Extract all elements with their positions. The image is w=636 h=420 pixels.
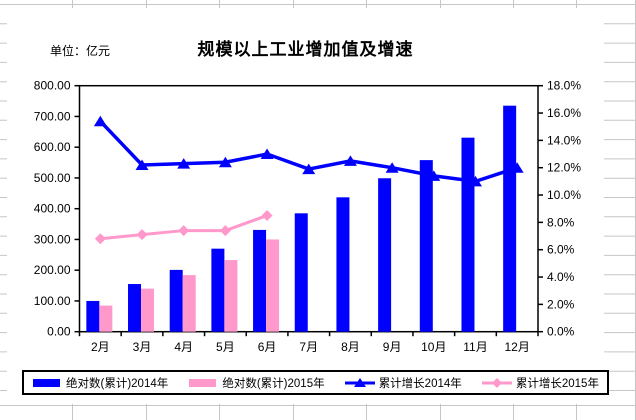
right-axis-label: 10.0%	[547, 188, 581, 202]
right-axis-label: 18.0%	[547, 79, 581, 93]
bar-绝对数(累计)2014年[interactable]	[211, 248, 225, 332]
legend-key-rect-icon	[33, 378, 60, 387]
x-axis-label: 10月	[421, 340, 446, 354]
right-axis-label: 0.0%	[547, 325, 575, 339]
x-axis-label: 8月	[341, 340, 360, 354]
x-axis-label: 6月	[258, 340, 277, 354]
left-axis-label: 100.00	[34, 294, 71, 308]
bar-绝对数(累计)2014年[interactable]	[253, 229, 267, 332]
x-axis-label: 3月	[133, 340, 152, 354]
bar-绝对数(累计)2014年[interactable]	[128, 284, 142, 332]
right-axis-label: 14.0%	[547, 133, 581, 147]
diamond-marker[interactable]	[261, 210, 273, 222]
x-axis-label: 9月	[383, 340, 402, 354]
legend-label: 绝对数(累计)2015年	[222, 377, 325, 390]
triangle-marker[interactable]	[427, 170, 441, 181]
right-axis-label: 16.0%	[547, 106, 581, 120]
left-axis-label: 800.00	[34, 79, 71, 93]
legend-item-累计增长2014年[interactable]: 累计增长2014年	[344, 375, 462, 391]
legend-item-累计增长2015年[interactable]: 累计增长2015年	[481, 375, 599, 391]
legend-key-diamond-icon	[481, 377, 512, 388]
x-axis-label: 4月	[174, 340, 193, 354]
triangle-marker[interactable]	[135, 159, 149, 170]
triangle-marker[interactable]	[93, 115, 107, 127]
unit-label: 单位：亿元	[50, 44, 111, 58]
bar-绝对数(累计)2014年[interactable]	[336, 197, 350, 332]
legend-label: 绝对数(累计)2014年	[66, 377, 169, 390]
legend-label: 累计增长2015年	[515, 377, 599, 390]
left-axis-label: 300.00	[34, 232, 71, 246]
legend-key-triangle-icon	[344, 377, 375, 387]
bar-绝对数(累计)2014年[interactable]	[419, 160, 433, 332]
legend-item-绝对数(累计)2015年[interactable]: 绝对数(累计)2015年	[188, 375, 325, 391]
left-axis-label: 400.00	[34, 202, 71, 216]
left-axis-label: 700.00	[34, 109, 71, 123]
x-axis-label: 2月	[91, 340, 110, 354]
bar-绝对数(累计)2015年[interactable]	[141, 288, 155, 332]
left-axis-label: 0.00	[47, 325, 71, 339]
triangle-marker[interactable]	[468, 175, 482, 187]
right-axis-label: 4.0%	[547, 270, 575, 284]
bar-绝对数(累计)2015年[interactable]	[266, 239, 280, 332]
right-axis-label: 6.0%	[547, 243, 575, 257]
triangle-marker[interactable]	[343, 155, 357, 166]
x-axis-label: 5月	[216, 340, 235, 354]
bar-绝对数(累计)2014年[interactable]	[294, 213, 308, 332]
bar-绝对数(累计)2014年[interactable]	[378, 178, 392, 332]
legend-key-rect-icon	[189, 378, 217, 387]
left-axis-label: 600.00	[34, 140, 71, 154]
bar-绝对数(累计)2015年[interactable]	[224, 260, 238, 332]
right-axis-label: 2.0%	[547, 297, 575, 311]
diamond-marker[interactable]	[219, 225, 231, 237]
triangle-marker[interactable]	[302, 163, 316, 175]
bar-绝对数(累计)2015年[interactable]	[99, 305, 113, 332]
x-axis-label: 11月	[463, 340, 487, 354]
right-axis-label: 8.0%	[547, 215, 575, 229]
right-axis-label: 12.0%	[547, 161, 581, 175]
x-axis-label: 12月	[504, 340, 529, 354]
bar-绝对数(累计)2015年[interactable]	[182, 275, 196, 332]
diamond-marker[interactable]	[136, 229, 148, 241]
bar-绝对数(累计)2014年[interactable]	[503, 105, 517, 332]
legend[interactable]: 绝对数(累计)2014年 绝对数(累计)2015年 累计增长2014年 累计增长201…	[22, 370, 609, 395]
left-axis-label: 500.00	[34, 171, 71, 185]
triangle-marker[interactable]	[260, 148, 274, 160]
chart-title[interactable]: 规模以上工业增加值及增速	[197, 40, 414, 59]
left-axis-label: 200.00	[34, 263, 71, 277]
bar-绝对数(累计)2014年[interactable]	[86, 300, 100, 332]
x-axis-label: 7月	[299, 340, 318, 354]
legend-item-绝对数(累计)2014年[interactable]: 绝对数(累计)2014年	[32, 375, 168, 391]
diamond-marker[interactable]	[178, 225, 190, 237]
triangle-marker[interactable]	[385, 162, 399, 173]
triangle-marker[interactable]	[177, 158, 191, 169]
legend-label: 累计增长2014年	[378, 377, 462, 390]
bar-绝对数(累计)2014年[interactable]	[461, 137, 475, 332]
triangle-marker[interactable]	[218, 156, 232, 168]
triangle-marker[interactable]	[510, 162, 524, 173]
chart-object[interactable]: 单位：亿元 规模以上工业增加值及增速 0.00 100.00 200.00 300.0…	[7, 8, 609, 404]
bar-绝对数(累计)2014年[interactable]	[169, 269, 183, 332]
diamond-marker[interactable]	[94, 233, 106, 245]
